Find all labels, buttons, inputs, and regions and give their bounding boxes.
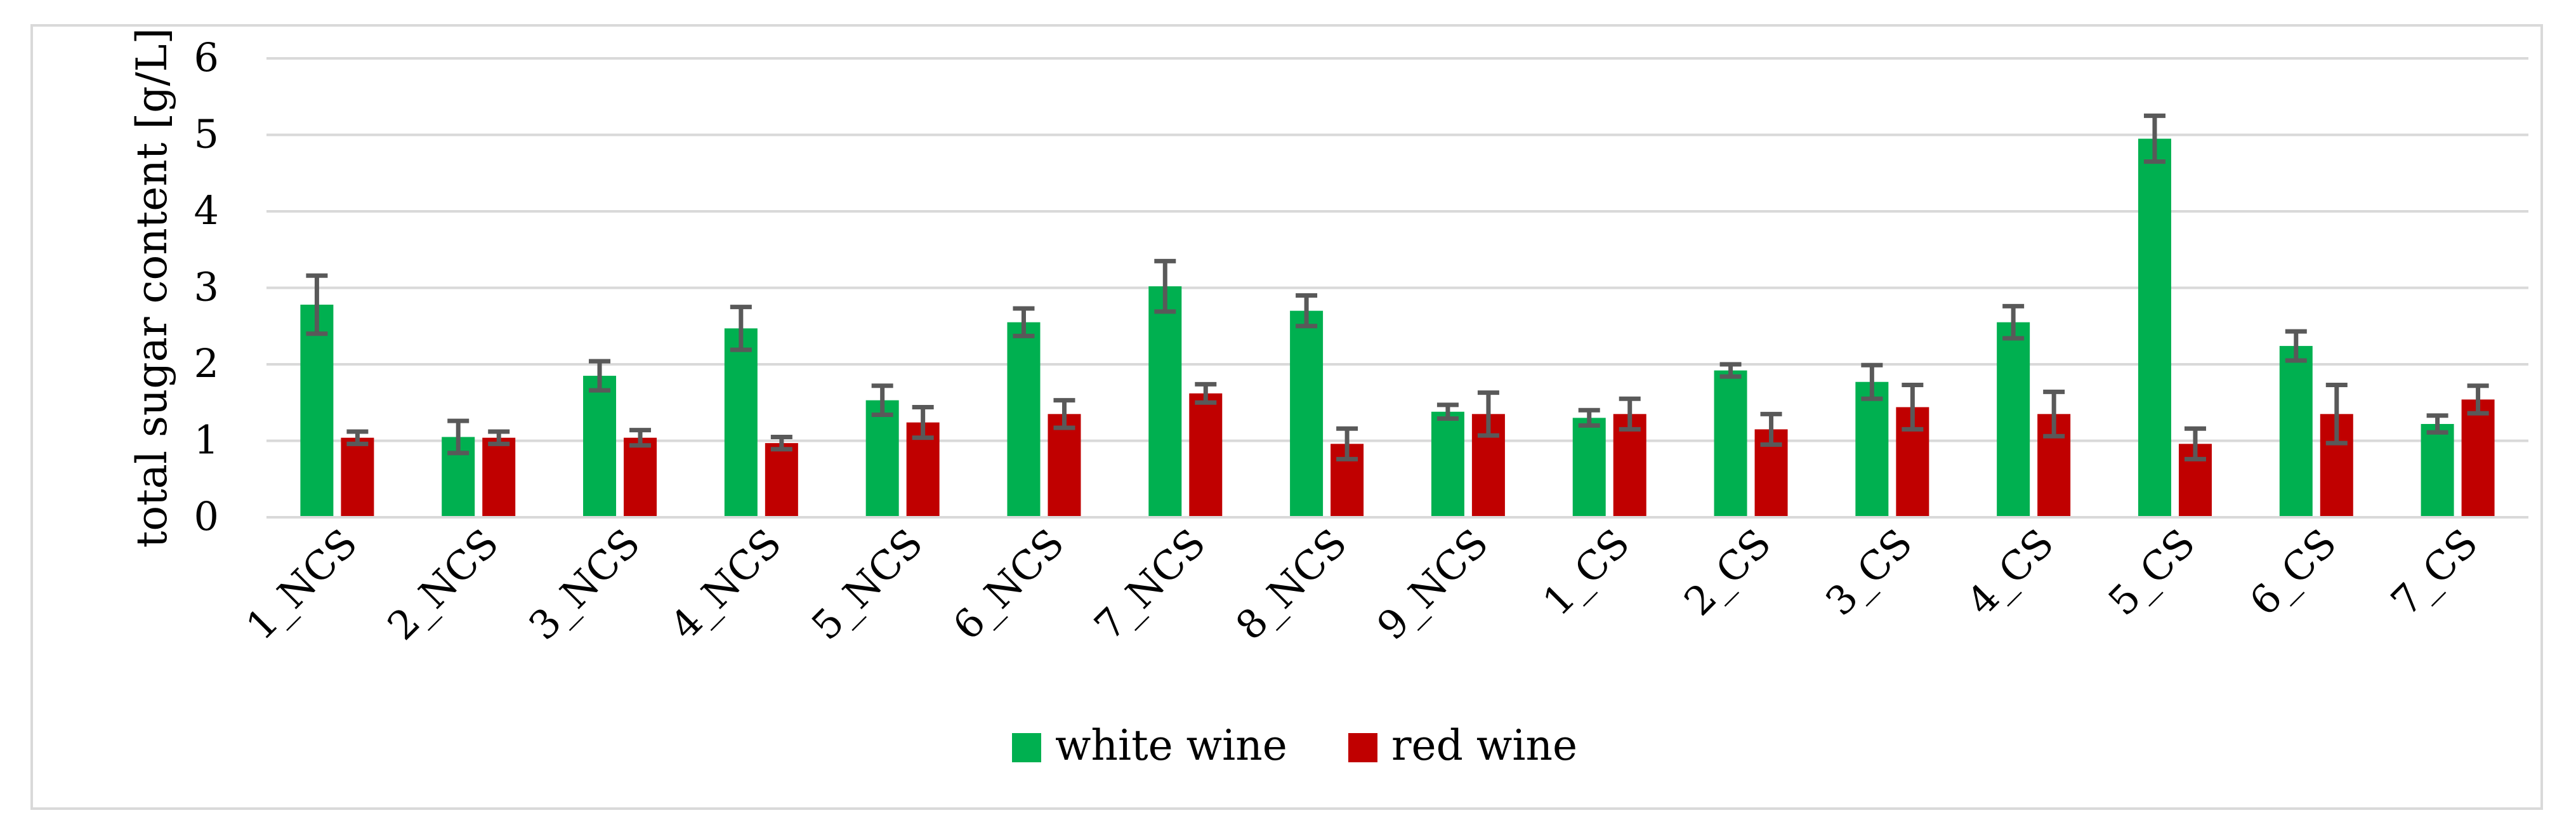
- bar-white-wine: [1855, 381, 1889, 517]
- bar-white-wine: [1431, 411, 1464, 517]
- x-tick-label: 6_CS: [2240, 520, 2345, 625]
- bar-white-wine: [1714, 370, 1747, 517]
- bar-white-wine: [1290, 310, 1324, 517]
- x-tick-label: 3_NCS: [520, 520, 648, 649]
- x-tick-label: 7_NCS: [1086, 520, 1214, 649]
- error-bars: [306, 113, 2489, 461]
- x-tick-label: 6_NCS: [944, 520, 1073, 649]
- bar-white-wine: [2421, 423, 2454, 517]
- x-tick-label: 1_CS: [1534, 520, 1638, 625]
- y-tick-label: 1: [194, 417, 219, 463]
- chart-frame: [30, 24, 2543, 810]
- bar-red-wine: [341, 437, 374, 517]
- legend-swatch: [1012, 733, 1041, 762]
- x-tick-label: 4_NCS: [661, 520, 790, 649]
- bar-red-wine: [1048, 414, 1081, 517]
- y-axis-label: total sugar content [g/L]: [128, 28, 176, 548]
- bar-white-wine: [724, 328, 758, 517]
- legend: white wine red wine: [1012, 721, 1577, 770]
- x-tick-label: 7_CS: [2382, 520, 2487, 625]
- y-tick-label: 6: [194, 34, 219, 81]
- x-tick-label: 4_CS: [1958, 520, 2063, 625]
- bar-white-wine: [300, 305, 334, 517]
- bar-red-wine: [482, 437, 516, 517]
- bars: [300, 138, 2495, 517]
- bar-red-wine: [624, 437, 657, 517]
- x-tick-label: 1_NCS: [237, 520, 366, 649]
- x-tick-label: 2_CS: [1675, 520, 1780, 625]
- x-axis-ticks: 1_NCS 2_NCS 3_NCS 4_NCS 5_NCS 6_NCS 7_NCS 8_NCS…: [237, 520, 2487, 649]
- bar-white-wine: [1007, 322, 1041, 517]
- x-tick-label: 9_NCS: [1368, 520, 1497, 649]
- x-tick-label: 3_CS: [1817, 520, 1921, 625]
- bar-white-wine: [1572, 418, 1606, 517]
- bar-white-wine: [2138, 138, 2171, 517]
- y-axis-ticks: 0 1 2 3 4 5 6: [194, 34, 219, 539]
- bar-red-wine: [2461, 399, 2495, 517]
- bar-red-wine: [1189, 393, 1223, 517]
- x-tick-label: 5_CS: [2100, 520, 2204, 625]
- y-tick-label: 2: [194, 340, 219, 387]
- bar-white-wine: [865, 400, 899, 517]
- bar-white-wine: [2279, 346, 2313, 517]
- y-tick-label: 3: [194, 264, 219, 310]
- y-tick-label: 4: [194, 187, 219, 234]
- bar-white-wine: [1148, 286, 1182, 517]
- bar-white-wine: [1997, 322, 2030, 517]
- x-tick-label: 5_NCS: [803, 520, 931, 649]
- x-tick-label: 2_NCS: [378, 520, 507, 649]
- x-tick-label: 8_NCS: [1226, 520, 1355, 649]
- bar-red-wine: [765, 443, 798, 517]
- legend-swatch: [1348, 733, 1377, 762]
- y-tick-label: 5: [194, 111, 219, 157]
- y-tick-label: 0: [194, 493, 219, 539]
- legend-label: red wine: [1391, 721, 1577, 770]
- legend-label: white wine: [1055, 721, 1287, 770]
- bar-white-wine: [583, 376, 617, 517]
